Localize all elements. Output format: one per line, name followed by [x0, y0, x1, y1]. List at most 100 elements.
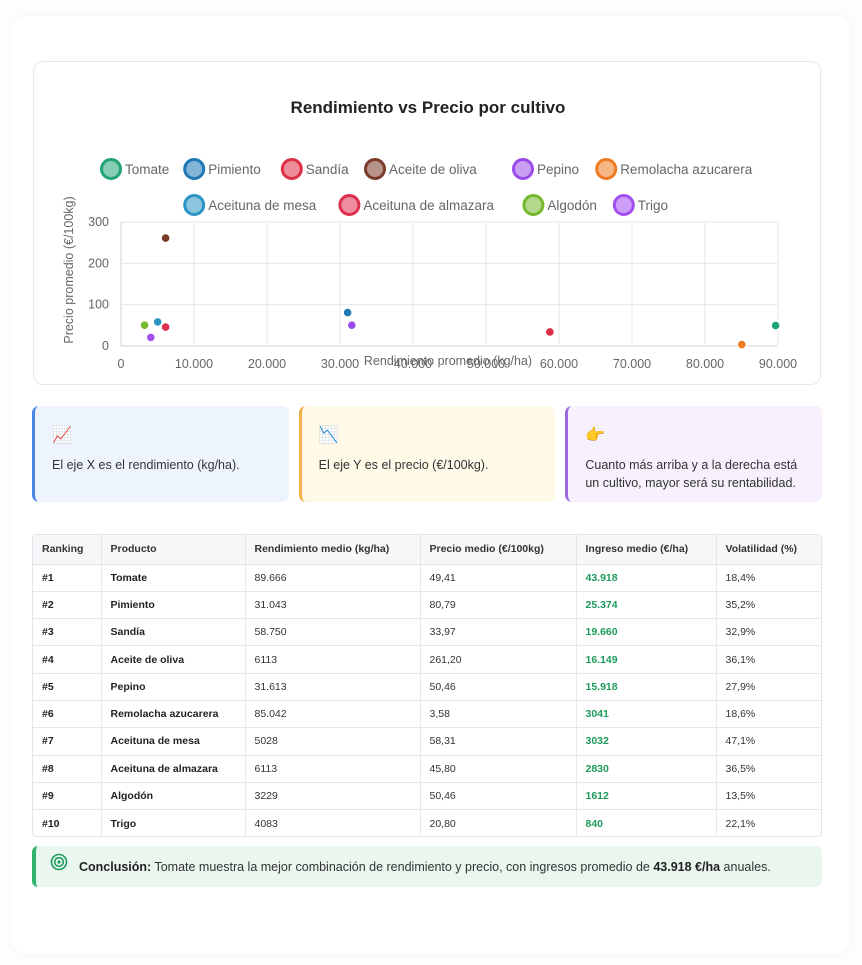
cell-price: 49,41 — [420, 564, 577, 592]
table-row: #10 Trigo 4083 20,80 840 22,1% — [33, 809, 821, 836]
cell-income: 15.918 — [576, 673, 717, 701]
legend-item: Aceituna de almazara — [338, 194, 494, 216]
x-tick-label: 30.000 — [321, 357, 359, 371]
x-tick-label: 70.000 — [613, 357, 651, 371]
legend-marker — [100, 158, 122, 180]
y-tick-label: 300 — [88, 215, 109, 229]
info-box-y-axis: 📉 El eje Y es el precio (€/100kg). — [298, 406, 556, 502]
cell-rank: #9 — [33, 782, 102, 811]
cell-yield: 31.613 — [245, 673, 421, 701]
cell-product: Aceite de oliva — [101, 645, 246, 674]
cell-product: Remolacha azucarera — [101, 700, 246, 729]
x-tick-label: 40.000 — [394, 357, 432, 371]
cell-yield: 6113 — [245, 645, 421, 674]
cell-price: 33,97 — [420, 618, 577, 647]
data-point — [152, 316, 164, 328]
legend-label: Remolacha azucarera — [620, 162, 753, 177]
table-row: #8 Aceituna de almazara 6113 45,80 2830 36,5% — [33, 755, 821, 783]
y-tick-label: 200 — [88, 256, 109, 270]
cell-volatility: 36,1% — [716, 645, 821, 674]
cell-product: Aceituna de almazara — [101, 755, 246, 783]
legend-label: Aceituna de almazara — [363, 198, 494, 213]
chart-decreasing-icon: 📉 — [318, 427, 339, 444]
data-point — [160, 232, 172, 244]
cell-price: 80,79 — [420, 591, 577, 620]
legend-label: Pimiento — [208, 162, 261, 177]
legend-item: Algodón — [522, 194, 597, 216]
legend-item: Aceituna de mesa — [183, 194, 317, 216]
legend-marker — [522, 194, 545, 216]
x-tick-label: 20.000 — [248, 357, 286, 371]
legend-label: Aceite de oliva — [389, 162, 477, 177]
chart-title: Rendimiento vs Precio por cultivo — [291, 98, 566, 117]
target-icon — [50, 853, 70, 871]
x-tick-label: 90.000 — [759, 357, 797, 371]
table-row: #4 Aceite de oliva 6113 261,20 16.149 36,1% — [33, 645, 821, 674]
cell-income: 43.918 — [576, 564, 717, 592]
chart-increasing-icon: 📈 — [52, 427, 72, 444]
header-ranking: Ranking — [33, 535, 102, 565]
cell-yield: 4083 — [245, 809, 421, 836]
table-row: #1 Tomate 89.666 49,41 43.918 18,4% — [33, 564, 821, 592]
x-tick-label: 50.000 — [467, 357, 505, 371]
legend-marker — [512, 158, 534, 180]
cell-rank: #6 — [33, 700, 102, 729]
legend-marker — [364, 158, 386, 180]
cell-income: 840 — [576, 809, 717, 836]
legend-item: Pepino — [512, 158, 579, 180]
cell-volatility: 47,1% — [716, 727, 821, 756]
y-tick-label: 100 — [88, 298, 109, 312]
legend-marker — [338, 194, 361, 216]
pointing-right-icon: 👉 — [585, 427, 606, 444]
chart-grid — [120, 221, 779, 347]
cell-product: Pepino — [101, 673, 246, 701]
cell-price: 58,31 — [420, 727, 577, 756]
conclusion-suffix: anuales. — [723, 859, 771, 874]
cell-income: 16.149 — [576, 645, 717, 674]
x-tick-label: 0 — [118, 357, 125, 371]
y-tick-label: 0 — [102, 339, 109, 353]
legend-label: Aceituna de mesa — [208, 198, 317, 213]
data-point — [342, 307, 354, 319]
conclusion-value: 43.918 €/ha — [653, 859, 721, 874]
info-box-profitability: 👉 Cuanto más arriba y a la derecha está … — [565, 406, 823, 502]
cell-income: 25.374 — [576, 591, 717, 620]
legend-item: Sandía — [280, 158, 349, 180]
info-text-profitability: Cuanto más arriba y a la derecha está un… — [585, 458, 798, 490]
cell-rank: #2 — [33, 591, 102, 620]
table-header-row: Ranking Producto Rendimiento medio (kg/h… — [33, 535, 821, 565]
conclusion-label: Conclusión: — [79, 859, 152, 874]
data-point — [160, 321, 172, 333]
cell-rank: #3 — [33, 618, 102, 647]
cell-income: 19.660 — [576, 618, 717, 647]
scatter-chart-card: Rendimiento vs Precio por cultivo Tomate… — [33, 61, 821, 385]
data-point — [544, 326, 556, 338]
conclusion-body: Tomate muestra la mejor combinación de r… — [154, 859, 650, 874]
table-row: #5 Pepino 31.613 50,46 15.918 27,9% — [33, 673, 821, 701]
cell-rank: #1 — [33, 564, 102, 592]
header-volatilidad: Volatilidad (%) — [716, 535, 821, 565]
cell-yield: 58.750 — [245, 618, 421, 647]
legend-label: Algodón — [547, 198, 597, 213]
cell-product: Sandía — [101, 618, 246, 647]
table-row: #7 Aceituna de mesa 5028 58,31 3032 47,1% — [33, 727, 821, 756]
cell-rank: #4 — [33, 645, 102, 674]
cell-rank: #7 — [33, 727, 102, 756]
cell-yield: 89.666 — [245, 564, 421, 592]
legend-marker — [183, 194, 206, 216]
cell-yield: 3229 — [245, 782, 421, 811]
legend-item: Tomate — [100, 158, 169, 180]
cell-price: 45,80 — [420, 755, 577, 783]
cell-product: Algodón — [101, 782, 246, 811]
cell-volatility: 36,5% — [716, 755, 821, 783]
x-tick-label: 80.000 — [686, 357, 724, 371]
cell-price: 20,80 — [420, 809, 577, 836]
cell-yield: 85.042 — [245, 700, 421, 729]
header-producto: Producto — [101, 535, 246, 565]
cell-price: 50,46 — [420, 673, 577, 701]
header-rendimiento: Rendimiento medio (kg/ha) — [245, 535, 421, 565]
cell-income: 1612 — [576, 782, 717, 811]
data-point — [139, 319, 150, 331]
cell-rank: #10 — [33, 809, 102, 836]
cell-volatility: 22,1% — [725, 817, 756, 830]
